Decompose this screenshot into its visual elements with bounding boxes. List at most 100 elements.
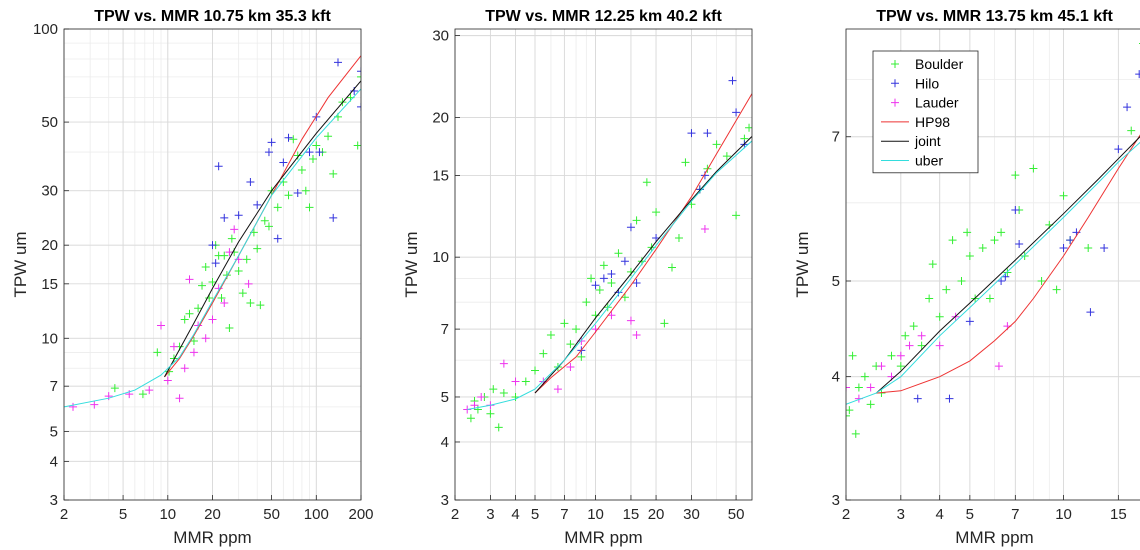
y-tick-label: 10 [432,249,449,266]
data-point-marker [942,285,951,294]
data-point-marker [217,293,226,302]
data-point-marker [599,261,608,270]
x-axis-label: MMR ppm [955,528,1033,547]
data-point-marker [1135,70,1140,79]
y-tick-label: 15 [432,167,449,184]
legend: Boulder Hilo Lauder HP98 joint uber [872,50,979,174]
data-point-marker [1052,285,1061,294]
data-point-marker [674,233,683,242]
data-point-marker [896,351,905,360]
y-tick-label: 7 [832,129,840,146]
data-point-marker [273,234,282,243]
data-point-marker [909,322,918,331]
x-tick-label: 2 [451,506,459,523]
data-point-marker [935,312,944,321]
data-point-marker [1029,164,1038,173]
data-point-marker [652,208,661,217]
data-point-marker [626,223,635,232]
data-point-marker [293,151,302,160]
data-point-marker [866,383,875,392]
data-point-marker [220,251,229,260]
data-point-marker [901,331,910,340]
data-point-marker [595,285,604,294]
data-point-marker [913,394,922,403]
data-point-marker [851,429,860,438]
x-tick-label: 10 [587,506,604,523]
data-point-marker [220,213,229,222]
grid [454,29,752,501]
data-point-marker [660,319,669,328]
data-point-marker [965,252,974,261]
data-point-marker [90,400,99,409]
data-point-marker [948,236,957,245]
data-point-marker [722,152,731,161]
data-point-marker [1059,191,1068,200]
data-point-marker [189,348,198,357]
data-point-marker [253,200,262,209]
y-tick-label: 20 [41,237,58,254]
x-tick-label: 5 [119,506,127,523]
data-point-marker [1020,252,1029,261]
data-point-marker [477,392,486,401]
data-point-marker [978,244,987,253]
data-point-marker [642,178,651,187]
chart-title: TPW vs. MMR 12.25 km 40.2 kft [485,8,722,25]
y-tick-label: 3 [50,492,58,509]
data-point-marker [227,234,236,243]
series-line-joint [164,80,361,378]
y-tick-label: 20 [432,109,449,126]
series-line-uber [846,141,1140,405]
data-point-marker [145,386,154,395]
data-point-marker [289,135,298,144]
x-tick-label: 30 [683,506,700,523]
data-point-marker [293,188,302,197]
legend-swatch-lauder [891,98,899,107]
plot-data [463,76,752,432]
data-point-marker [333,58,342,67]
data-point-marker [185,309,194,318]
x-tick-label: 3 [897,506,905,523]
data-point-marker [928,260,937,269]
legend-box [872,50,979,174]
data-point-marker [945,394,954,403]
data-point-marker [315,148,324,157]
legend-label: joint [914,133,941,149]
x-tick-label: 5 [966,506,974,523]
x-tick-label: 7 [1011,506,1019,523]
data-point-marker [301,186,310,195]
data-point-marker [607,278,616,287]
data-point-marker [905,341,914,350]
data-point-marker [1123,103,1132,112]
y-tick-label: 4 [441,434,449,451]
data-point-marker [256,301,265,310]
data-point-marker [157,321,166,330]
data-point-marker [607,269,616,278]
data-point-marker [305,148,314,157]
data-point-marker [1011,171,1020,180]
legend-swatch-boulder [891,60,899,68]
data-point-marker [244,279,253,288]
data-point-marker [225,248,234,257]
x-tick-label: 15 [623,506,640,523]
axes-box [845,28,1140,501]
data-point-marker [566,340,575,349]
data-point-marker [620,257,629,266]
x-tick-label: 10 [1055,506,1072,523]
data-point-marker [246,178,255,187]
data-point-marker [917,341,926,350]
data-point-marker [69,402,78,411]
x-tick-label: 4 [936,506,944,523]
y-tick-label: 4 [50,453,58,470]
legend-label: Lauder [915,95,959,111]
data-point-marker [357,72,361,81]
data-point-marker [1011,206,1020,215]
data-point-marker [312,141,321,150]
data-point-marker [1066,236,1075,245]
data-point-marker [1037,276,1046,285]
x-tick-label: 10 [159,506,176,523]
data-point-marker [531,366,540,375]
series-line-joint [534,136,752,394]
data-point-marker [1059,244,1068,253]
data-point-marker [180,315,189,324]
